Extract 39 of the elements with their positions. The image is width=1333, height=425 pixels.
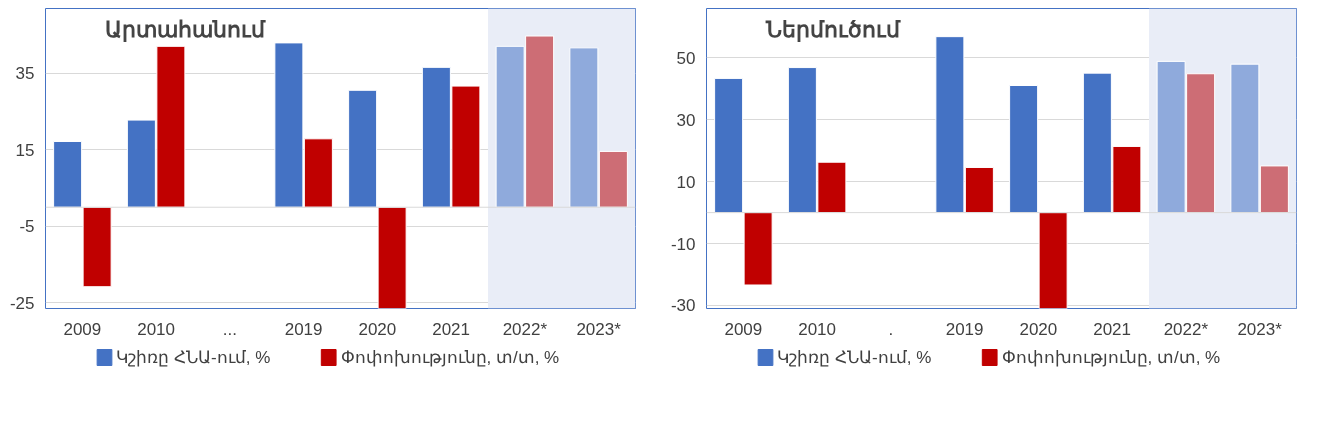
x-tick-label: . (888, 319, 894, 339)
bar (714, 77, 744, 214)
x-tick-label: 2020 (1019, 319, 1058, 339)
bar (1038, 212, 1068, 309)
x-tick-label: 2023* (576, 319, 622, 339)
y-tick-label: 15 (15, 140, 35, 160)
x-tick-label: 2023* (1237, 319, 1283, 339)
x-tick-label: 2010 (137, 319, 176, 339)
y-tick-label: 50 (676, 48, 696, 68)
x-tick-label: 2022* (1163, 319, 1209, 339)
x-tick-label: 2022* (502, 319, 548, 339)
x-tick-label: 2021 (1093, 319, 1132, 339)
bar (53, 140, 83, 208)
bar (1009, 85, 1039, 214)
legend-label: Փոփոխությունը, տ/տ, % (340, 348, 560, 367)
legend-label: Փոփոխությունը, տ/տ, % (1001, 348, 1221, 367)
chart-title: Ներմուծում (764, 16, 901, 42)
x-tick-label: ... (222, 319, 237, 339)
x-tick-label: 2021 (432, 319, 471, 339)
x-tick-label: 2019 (945, 319, 984, 339)
x-tick-label: 2010 (798, 319, 837, 339)
bar (348, 89, 378, 208)
legend-label: Կշիռը ՀՆԱ-ում, % (777, 348, 932, 367)
y-tick-label: -30 (670, 296, 696, 316)
bar (743, 212, 773, 286)
y-tick-label: 10 (676, 172, 696, 192)
x-tick-label: 2020 (358, 319, 397, 339)
y-tick-label: 35 (15, 64, 35, 84)
bar (377, 206, 407, 309)
bar (82, 206, 112, 288)
legend-label: Կշիռը ՀՆԱ-ում, % (116, 348, 271, 367)
x-tick-label: 2019 (284, 319, 323, 339)
x-tick-label: 2009 (63, 319, 102, 339)
y-tick-label: -5 (19, 217, 35, 237)
chart-title: Արտահանում (104, 16, 266, 42)
y-tick-label: -25 (9, 293, 35, 313)
x-tick-label: 2009 (724, 319, 763, 339)
y-tick-label: -10 (670, 234, 696, 254)
y-tick-label: 30 (676, 110, 696, 130)
